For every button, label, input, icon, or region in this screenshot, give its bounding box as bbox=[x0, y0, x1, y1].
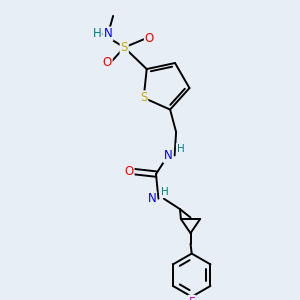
Text: O: O bbox=[124, 165, 134, 178]
Text: N: N bbox=[164, 149, 172, 162]
Text: H: H bbox=[177, 144, 184, 154]
Text: S: S bbox=[121, 41, 128, 54]
Text: O: O bbox=[145, 32, 154, 45]
Text: N: N bbox=[147, 192, 156, 205]
Text: H: H bbox=[160, 187, 168, 197]
Text: S: S bbox=[140, 91, 147, 104]
Text: O: O bbox=[103, 56, 112, 69]
Text: F: F bbox=[188, 296, 195, 300]
Text: N: N bbox=[103, 27, 112, 40]
Text: H: H bbox=[93, 27, 102, 40]
